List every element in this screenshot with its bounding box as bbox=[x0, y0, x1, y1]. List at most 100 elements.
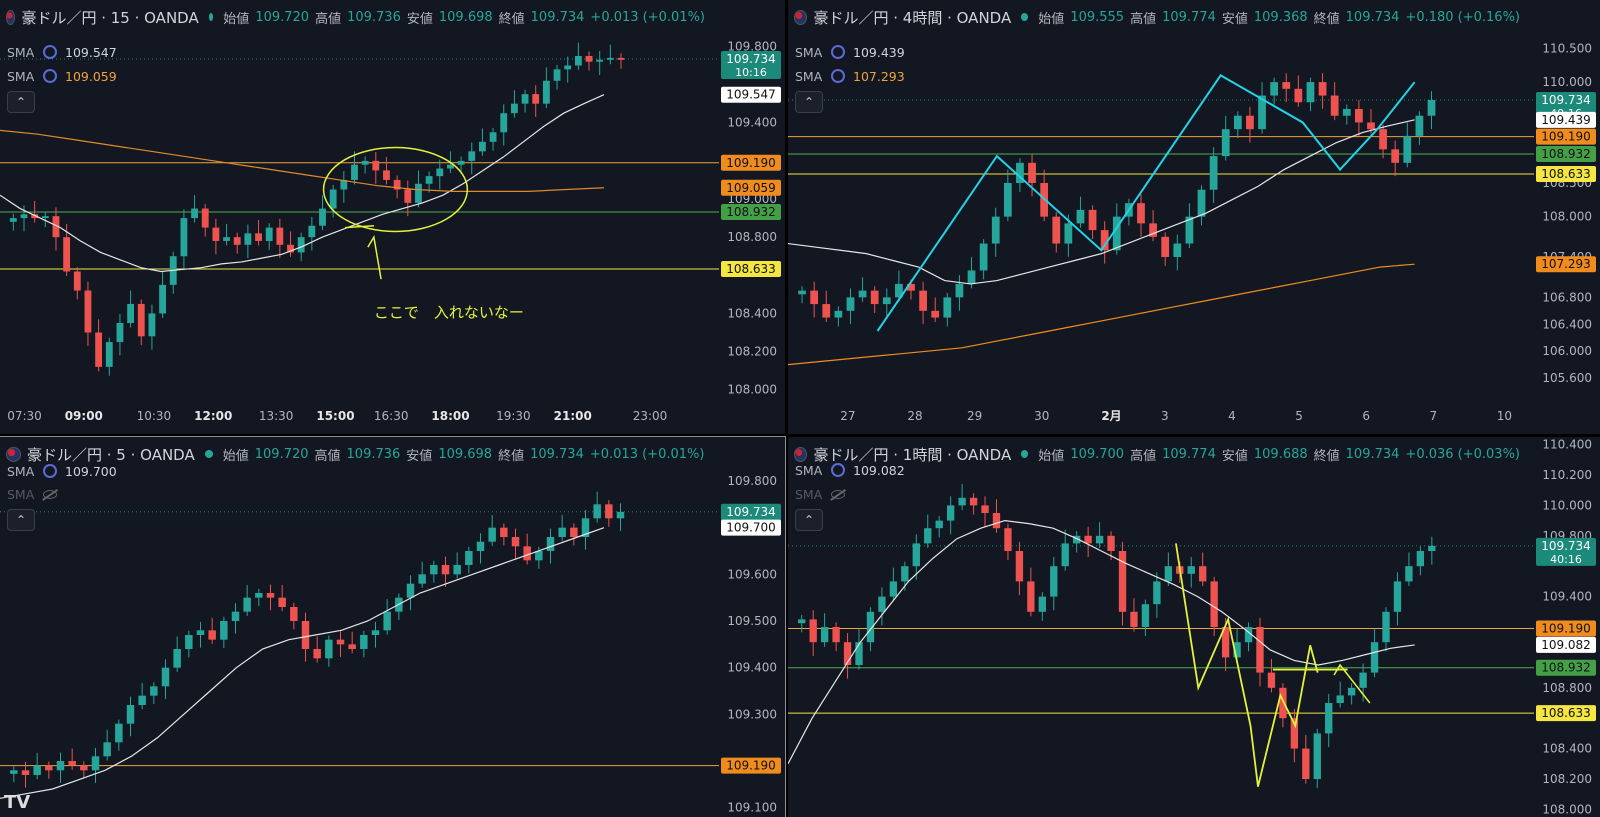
currency-flag-icon bbox=[794, 446, 808, 462]
candle bbox=[1270, 77, 1279, 105]
time-tick-label: 18:00 bbox=[431, 409, 469, 423]
symbol-title: 豪ドル／円 · 4時間 · OANDA bbox=[813, 8, 1012, 27]
candle bbox=[1027, 567, 1035, 617]
collapse-button[interactable]: ⌃ bbox=[7, 509, 35, 531]
time-tick-label: 16:30 bbox=[374, 409, 409, 423]
indicator-row-1[interactable]: SMA bbox=[795, 484, 845, 504]
candle bbox=[1279, 683, 1287, 728]
symbol-header[interactable]: 豪ドル／円 · 5 · OANDA 始値 109.720 高値 109.736 安値 109… bbox=[6, 443, 705, 465]
hidden-eye-icon[interactable] bbox=[831, 489, 845, 499]
candle bbox=[278, 585, 286, 612]
chart-pane-p15[interactable]: ここで 入れないなー 109.800 109.400 109.000 108.800 10… bbox=[0, 0, 785, 434]
indicator-row-0[interactable]: SMA 109.547 bbox=[7, 42, 117, 62]
candle bbox=[1233, 111, 1242, 139]
candle bbox=[946, 496, 955, 535]
annotation-text: ここで 入れないなー bbox=[374, 303, 524, 321]
candle bbox=[1359, 663, 1367, 702]
candle bbox=[126, 696, 135, 737]
ohlc-value-high: 109.774 bbox=[1162, 9, 1216, 25]
indicator-row-1[interactable]: SMA 109.059 bbox=[7, 66, 117, 86]
collapse-button[interactable]: ⌃ bbox=[795, 91, 823, 113]
candle bbox=[1415, 111, 1424, 145]
candle bbox=[1061, 529, 1069, 571]
symbol-header[interactable]: 豪ドル／円 · 15 · OANDA 始値 109.720 高値 109.736 安値 10… bbox=[6, 6, 705, 28]
candle bbox=[889, 567, 898, 602]
svg-text:109.734: 109.734 bbox=[1541, 93, 1591, 107]
svg-text:109.059: 109.059 bbox=[726, 181, 776, 195]
ohlc-label-low: 安値 bbox=[406, 11, 433, 27]
candle bbox=[208, 617, 216, 644]
refresh-icon[interactable] bbox=[831, 69, 845, 83]
time-tick-label: 13:30 bbox=[259, 409, 294, 423]
chart-pane-p1h[interactable]: 110.400 110.200 110.000 109.800 109.400 108.8… bbox=[788, 437, 1600, 817]
candle bbox=[1050, 557, 1058, 611]
collapse-button[interactable]: ⌃ bbox=[7, 91, 35, 113]
time-tick-label: 23:00 bbox=[633, 409, 668, 423]
ohlc-label-open: 始値 bbox=[223, 11, 250, 27]
time-tick-label: 10:30 bbox=[137, 409, 172, 423]
candle bbox=[180, 209, 188, 270]
candle bbox=[468, 142, 476, 175]
indicator-row-0[interactable]: SMA 109.082 bbox=[795, 460, 905, 480]
candle bbox=[212, 218, 220, 255]
ohlc-change: +0.036 (+0.03%) bbox=[1405, 446, 1520, 462]
ohlc-value-low: 109.368 bbox=[1253, 9, 1308, 25]
candle bbox=[348, 631, 356, 654]
candle bbox=[406, 575, 415, 611]
drawn-arrow bbox=[1333, 663, 1371, 704]
refresh-icon[interactable] bbox=[43, 45, 57, 59]
tradingview-logo: TV bbox=[4, 792, 31, 813]
candle bbox=[1428, 536, 1436, 565]
ohlc-value-close: 109.734 bbox=[1345, 9, 1400, 25]
indicator-row-1[interactable]: SMA 107.293 bbox=[795, 66, 905, 86]
chart-pane-p5[interactable]: 109.800 109.600 109.500 109.400 109.300 109.1… bbox=[0, 436, 786, 817]
candle bbox=[1015, 541, 1024, 596]
candle bbox=[1258, 82, 1266, 134]
indicator-row-0[interactable]: SMA 109.700 bbox=[7, 461, 117, 481]
candle bbox=[1084, 526, 1092, 558]
candle bbox=[105, 337, 113, 376]
candle bbox=[1095, 522, 1104, 548]
price-tick-label: 105.600 bbox=[1542, 371, 1592, 385]
svg-text:109.547: 109.547 bbox=[726, 88, 776, 102]
chart-canvas[interactable]: ここで 入れないなー109.800109.400109.000108.80010… bbox=[0, 0, 785, 434]
candle bbox=[244, 224, 252, 259]
refresh-icon[interactable] bbox=[831, 45, 845, 59]
candle bbox=[243, 585, 251, 616]
chart-pane-p4h[interactable]: 110.500110.000108.500108.000107.400106.8… bbox=[788, 0, 1600, 434]
ohlc-label-open: 始値 bbox=[1038, 11, 1065, 27]
candle bbox=[581, 509, 590, 550]
svg-text:109.439: 109.439 bbox=[1541, 113, 1591, 127]
candle bbox=[371, 621, 380, 648]
price-tick-label: 108.200 bbox=[1542, 772, 1592, 786]
indicator-value: 109.059 bbox=[65, 68, 117, 84]
symbol-header[interactable]: 豪ドル／円 · 1時間 · OANDA 始値 109.700 高値 109.774 安値 1… bbox=[794, 443, 1520, 465]
chevron-up-icon: ⌃ bbox=[803, 95, 815, 109]
ohlc-label-close: 終値 bbox=[498, 11, 525, 27]
time-tick-label: 19:30 bbox=[496, 409, 531, 423]
chart-canvas[interactable]: 110.500110.000108.500108.000107.400106.8… bbox=[788, 0, 1600, 434]
price-tick-label: 106.000 bbox=[1542, 344, 1592, 358]
indicator-row-1[interactable]: SMA bbox=[7, 484, 57, 504]
refresh-icon[interactable] bbox=[831, 463, 845, 477]
refresh-icon[interactable] bbox=[43, 69, 57, 83]
svg-text:108.932: 108.932 bbox=[1541, 147, 1591, 161]
refresh-icon[interactable] bbox=[43, 464, 57, 478]
candle bbox=[992, 499, 1001, 533]
indicator-name: SMA bbox=[7, 68, 35, 84]
time-tick-label: 07:30 bbox=[7, 409, 42, 423]
collapse-button[interactable]: ⌃ bbox=[795, 509, 823, 531]
symbol-header[interactable]: 豪ドル／円 · 4時間 · OANDA 始値 109.555 高値 109.774 安値 1… bbox=[794, 6, 1520, 28]
drawn-zigzag bbox=[876, 74, 1416, 332]
time-tick-label: 12:00 bbox=[194, 409, 232, 423]
price-tick-label: 110.000 bbox=[1542, 498, 1592, 512]
candle bbox=[809, 610, 817, 656]
hidden-eye-icon[interactable] bbox=[43, 489, 57, 499]
chart-canvas[interactable]: 110.400110.200110.000109.800109.400108.8… bbox=[788, 437, 1600, 817]
price-tick-label: 108.000 bbox=[727, 383, 777, 397]
indicator-value: 109.547 bbox=[65, 44, 117, 60]
currency-flag-icon bbox=[6, 9, 16, 25]
indicator-row-0[interactable]: SMA 109.439 bbox=[795, 42, 905, 62]
chart-canvas[interactable]: 109.800 109.600 109.500 109.400 109.300 109.1… bbox=[0, 437, 785, 817]
price-tick-label: 110.400 bbox=[1542, 438, 1592, 452]
